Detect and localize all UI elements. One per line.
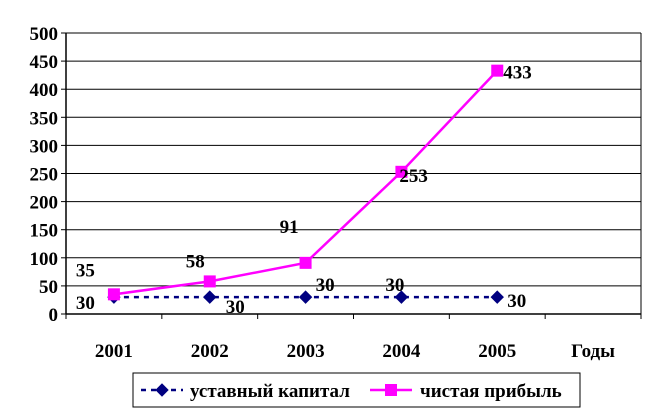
series-2-point bbox=[107, 288, 120, 301]
legend-label-2: чистая прибыль bbox=[420, 381, 562, 402]
data-label-series-2: 433 bbox=[503, 63, 532, 84]
gridlines bbox=[66, 32, 641, 287]
y-tick-label: 150 bbox=[30, 221, 59, 242]
y-tick-label: 300 bbox=[30, 136, 59, 157]
x-tick-label-2003: 2003 bbox=[287, 341, 325, 362]
axes bbox=[61, 32, 642, 319]
data-label-series-1: 30 bbox=[226, 297, 245, 318]
x-tick-label-2004: 2004 bbox=[382, 341, 421, 362]
data-label-series-2: 35 bbox=[76, 260, 95, 281]
series-2-point bbox=[299, 256, 312, 269]
y-tick-labels: 0 50 100 150 200 250 300 350 400 450 500 bbox=[30, 24, 59, 326]
series-1-point bbox=[490, 290, 504, 304]
data-labels: 30 30 30 30 30 35 58 91 253 433 bbox=[76, 63, 532, 318]
data-label-series-2: 253 bbox=[399, 166, 428, 187]
series-1-point bbox=[298, 290, 313, 304]
series-2-point bbox=[203, 275, 216, 288]
series-2-point bbox=[395, 165, 408, 178]
y-tick-label: 250 bbox=[30, 165, 59, 186]
series-1-point bbox=[394, 290, 409, 304]
y-tick-label: 0 bbox=[49, 305, 59, 326]
x-tick-label-2002: 2002 bbox=[191, 341, 229, 362]
legend-label-1: уставный капитал bbox=[190, 381, 350, 402]
data-label-series-1: 30 bbox=[507, 291, 526, 312]
x-axis-unit-label: Годы bbox=[571, 341, 615, 362]
series bbox=[107, 64, 504, 304]
y-tick-label: 400 bbox=[30, 80, 59, 101]
legend-box bbox=[132, 372, 581, 408]
legend: уставный капитал чистая прибыль bbox=[132, 372, 581, 408]
data-label-series-2: 91 bbox=[280, 217, 299, 238]
series-1-point bbox=[203, 290, 217, 304]
series-2-point bbox=[491, 64, 504, 77]
x-tick-labels: 2001 2002 2003 2004 2005 Годы bbox=[95, 341, 615, 362]
y-tick-label: 450 bbox=[30, 52, 59, 73]
data-label-series-1: 30 bbox=[385, 275, 404, 296]
legend-marker-1 bbox=[155, 383, 169, 397]
y-tick-label: 50 bbox=[39, 277, 58, 298]
y-tick-label: 200 bbox=[30, 193, 59, 214]
legend-marker-2 bbox=[385, 384, 397, 396]
y-tick-label: 500 bbox=[30, 24, 59, 45]
data-label-series-1: 30 bbox=[316, 275, 335, 296]
x-tick-label-2005: 2005 bbox=[478, 341, 516, 362]
x-tick-label-2001: 2001 bbox=[95, 341, 133, 362]
data-label-series-2: 58 bbox=[186, 251, 205, 272]
y-tick-label: 100 bbox=[30, 249, 59, 270]
y-tick-label: 350 bbox=[30, 108, 59, 129]
data-label-series-1: 30 bbox=[76, 293, 95, 314]
